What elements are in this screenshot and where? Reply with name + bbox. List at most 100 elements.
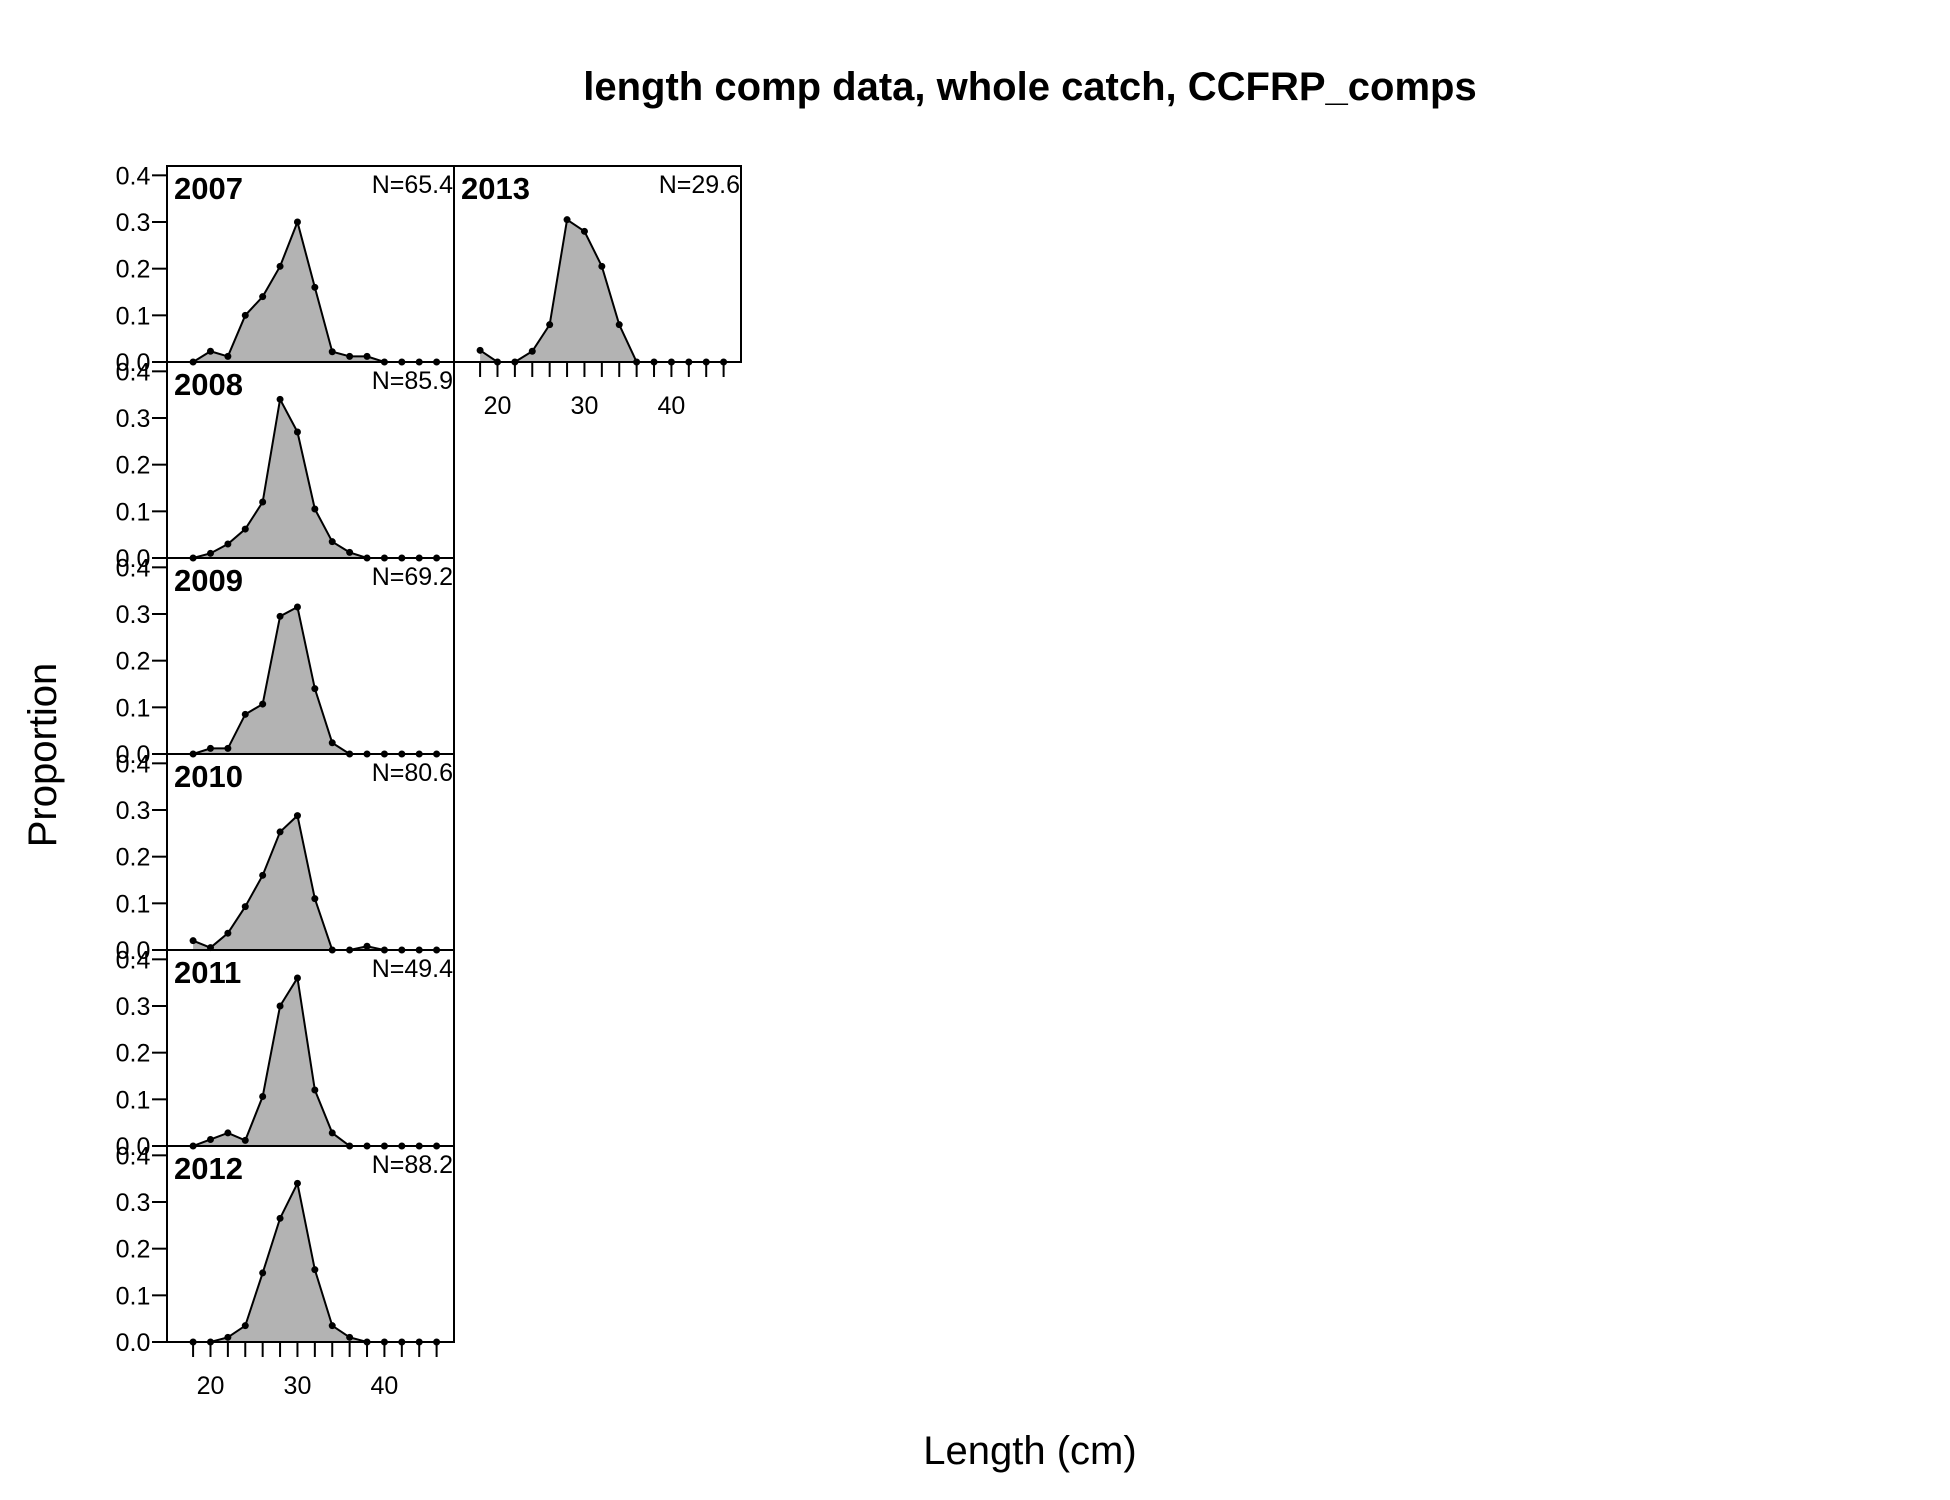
x-tick-label-2013-20: 20 [484,392,512,420]
point-2007-26 [259,293,267,301]
panel-2008: 2008 N=85.9 0.0 0.1 0.2 0.3 0.4 [116,358,455,573]
point-2007-28 [276,262,284,270]
point-2008-28 [276,395,284,403]
y-tick-label-2010-4: 0.4 [116,750,151,778]
y-tick-label-2009-2: 0.2 [116,648,151,676]
area-2012 [193,1183,437,1342]
y-tick-label-2007-1: 0.1 [116,302,151,330]
x-tick-label-2013-40: 40 [658,392,686,420]
y-tick-label-2012-3: 0.3 [116,1189,151,1217]
point-2010-22 [224,929,232,937]
year-label-2010: 2010 [174,759,243,794]
area-2010 [193,815,437,950]
point-2013-26 [546,321,554,329]
year-label-2012: 2012 [174,1151,243,1186]
point-2008-22 [224,540,232,548]
point-2011-28 [276,1002,284,1010]
point-2012-36 [346,1333,354,1341]
point-2010-38 [363,942,371,950]
point-2010-18 [189,937,197,945]
point-2012-30 [293,1179,301,1187]
y-tick-label-2007-3: 0.3 [116,209,151,237]
point-2008-24 [241,525,249,533]
n-label-2008: N=85.9 [372,367,453,395]
year-label-2007: 2007 [174,171,243,206]
point-2011-22 [224,1129,232,1137]
point-2013-32 [598,262,606,270]
y-tick-label-2010-0: 0.0 [116,937,151,965]
panel-2011: 2011 N=49.4 0.0 0.1 0.2 0.3 0.4 [116,946,455,1161]
point-2007-38 [363,352,371,360]
point-2012-28 [276,1214,284,1222]
point-2011-34 [328,1129,336,1137]
point-2013-28 [563,216,571,224]
frame-2013 [453,165,742,363]
y-tick-label-2008-0: 0.0 [116,545,151,573]
point-2009-30 [293,603,301,611]
y-axis-label: Proportion [21,663,65,848]
y-tick-label-2010-2: 0.2 [116,844,151,872]
y-tick-label-2010-3: 0.3 [116,797,151,825]
y-tick-label-2012-1: 0.1 [116,1282,151,1310]
area-2008 [193,399,437,558]
panel-2013: 2013 N=29.6 20 30 40 [453,165,742,420]
point-2013-30 [580,227,588,235]
point-2007-30 [293,218,301,226]
point-2009-34 [328,739,336,747]
point-2011-24 [241,1136,249,1144]
point-2007-32 [311,283,319,291]
year-label-2013: 2013 [461,171,530,206]
y-tick-label-2012-2: 0.2 [116,1236,151,1264]
n-label-2009: N=69.2 [372,563,453,591]
panel-2010: 2010 N=80.6 0.0 0.1 0.2 0.3 0.4 [116,750,455,965]
point-2013-24 [528,347,536,355]
year-label-2008: 2008 [174,367,243,402]
point-2010-26 [259,871,267,879]
point-2013-18 [476,346,484,354]
point-2009-22 [224,744,232,752]
year-label-2009: 2009 [174,563,243,598]
x-tick-label-2013-30: 30 [571,392,599,420]
area-2011 [193,978,437,1146]
y-tick-label-2009-4: 0.4 [116,554,151,582]
point-2008-32 [311,505,319,513]
y-tick-label-2007-4: 0.4 [116,162,151,190]
y-tick-label-2007-2: 0.2 [116,256,151,284]
y-tick-label-2011-3: 0.3 [116,993,151,1021]
point-2007-22 [224,352,232,360]
point-2011-26 [259,1093,267,1101]
n-label-2010: N=80.6 [372,759,453,787]
y-tick-label-2009-3: 0.3 [116,601,151,629]
y-tick-label-2011-2: 0.2 [116,1040,151,1068]
n-label-2012: N=88.2 [372,1151,453,1179]
point-2008-26 [259,498,267,506]
point-2007-36 [346,352,354,360]
n-label-2007: N=65.4 [372,171,453,199]
n-label-2011: N=49.4 [372,955,453,983]
panel-2009: 2009 N=69.2 0.0 0.1 0.2 0.3 0.4 [116,554,455,769]
point-2010-28 [276,828,284,836]
y-tick-label-2007-0: 0.0 [116,349,151,377]
x-tick-label-2012-20: 20 [197,1372,225,1400]
year-label-2011: 2011 [174,955,241,990]
point-2010-32 [311,895,319,903]
panel-2012: 2012 N=88.2 0.0 0.1 0.2 0.3 0.4 20 30 40 [116,1142,455,1400]
point-2008-30 [293,428,301,436]
y-tick-label-2012-4: 0.4 [116,1142,151,1170]
point-2010-30 [293,812,301,820]
point-2007-34 [328,348,336,356]
point-2013-34 [615,321,623,329]
panel-2007: 2007 N=65.4 0.0 0.1 0.2 0.3 0.4 [116,162,455,377]
point-2012-22 [224,1333,232,1341]
area-2009 [193,607,437,754]
point-2010-24 [241,903,249,911]
point-2008-36 [346,548,354,556]
point-2009-28 [276,612,284,620]
chart-title: length comp data, whole catch, CCFRP_com… [583,65,1476,109]
y-tick-label-2008-4: 0.4 [116,358,151,386]
point-2012-26 [259,1269,267,1277]
point-2011-32 [311,1086,319,1094]
y-tick-label-2008-1: 0.1 [116,498,151,526]
